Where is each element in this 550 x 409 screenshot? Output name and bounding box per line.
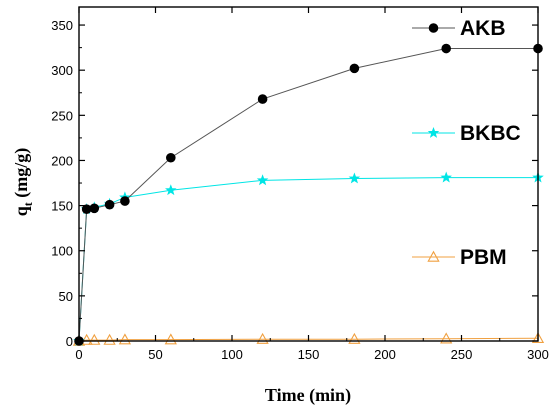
series-pbm-point <box>531 331 545 344</box>
series-akb <box>74 43 543 346</box>
series-akb-line <box>78 48 538 342</box>
series-pbm-point <box>256 332 269 344</box>
series-pbm-point <box>118 333 132 345</box>
y-tick-label: 250 <box>51 108 73 123</box>
legend-label-pbm: PBM <box>460 246 507 269</box>
legend: AKB BKBC PBM <box>412 17 521 269</box>
legend-label-akb: AKB <box>460 17 506 40</box>
axes-layer: 0 50 100 150 200 250 300 0 50 100 150 200 250 300 350 <box>51 6 549 362</box>
series-akb-point <box>166 152 176 163</box>
series-akb-point <box>104 199 115 210</box>
plot-frame <box>78 6 539 342</box>
series-pbm-point <box>164 333 177 345</box>
x-tick-label: 150 <box>298 347 320 362</box>
legend-swatch-marker <box>428 23 439 33</box>
series-akb-point <box>120 196 130 206</box>
series-pbm-point <box>103 333 116 345</box>
series-akb-point <box>257 94 268 104</box>
series-bkbc-point <box>348 172 361 184</box>
y-axis-title-unit: (mg/g) <box>11 148 32 202</box>
x-tick-label: 300 <box>527 347 549 362</box>
y-tick-label: 50 <box>59 289 73 304</box>
y-axis-title-main: q <box>11 206 31 216</box>
legend-swatch-marker <box>427 250 440 262</box>
series-akb-point <box>349 63 360 74</box>
y-axis-title: qt (mg/g) <box>11 148 35 217</box>
series-pbm-point <box>440 332 453 344</box>
series-pbm-point <box>348 332 361 344</box>
series-pbm-line <box>78 337 539 342</box>
y-tick-label: 0 <box>66 334 73 349</box>
series-bkbc-point <box>440 171 452 183</box>
series-pbm <box>72 331 545 346</box>
legend-item-bkbc: BKBC <box>412 122 521 145</box>
series-akb-point <box>89 203 100 214</box>
y-tick-label: 150 <box>51 199 73 214</box>
legend-item-pbm: PBM <box>412 246 507 269</box>
y-tick-label: 100 <box>51 244 73 259</box>
series-akb-point <box>441 43 452 54</box>
legend-swatch-marker <box>427 126 440 138</box>
x-tick-label: 0 <box>75 347 82 362</box>
legend-item-akb: AKB <box>412 17 506 40</box>
series-bkbc-point <box>165 184 177 196</box>
x-tick-label: 200 <box>374 347 396 362</box>
x-tick-label: 50 <box>148 347 162 362</box>
series-layer <box>72 43 545 346</box>
y-tick-label: 200 <box>51 153 73 168</box>
y-axis-title-subscript: t <box>21 202 35 206</box>
x-tick-label: 100 <box>221 347 243 362</box>
y-tick-label: 300 <box>51 63 73 78</box>
legend-label-bkbc: BKBC <box>460 122 521 145</box>
x-axis-title: Time (min) <box>265 385 351 406</box>
series-bkbc-point <box>256 174 269 186</box>
y-tick-label: 350 <box>51 18 73 33</box>
series-pbm-point <box>88 333 101 345</box>
x-tick-label: 250 <box>451 347 473 362</box>
